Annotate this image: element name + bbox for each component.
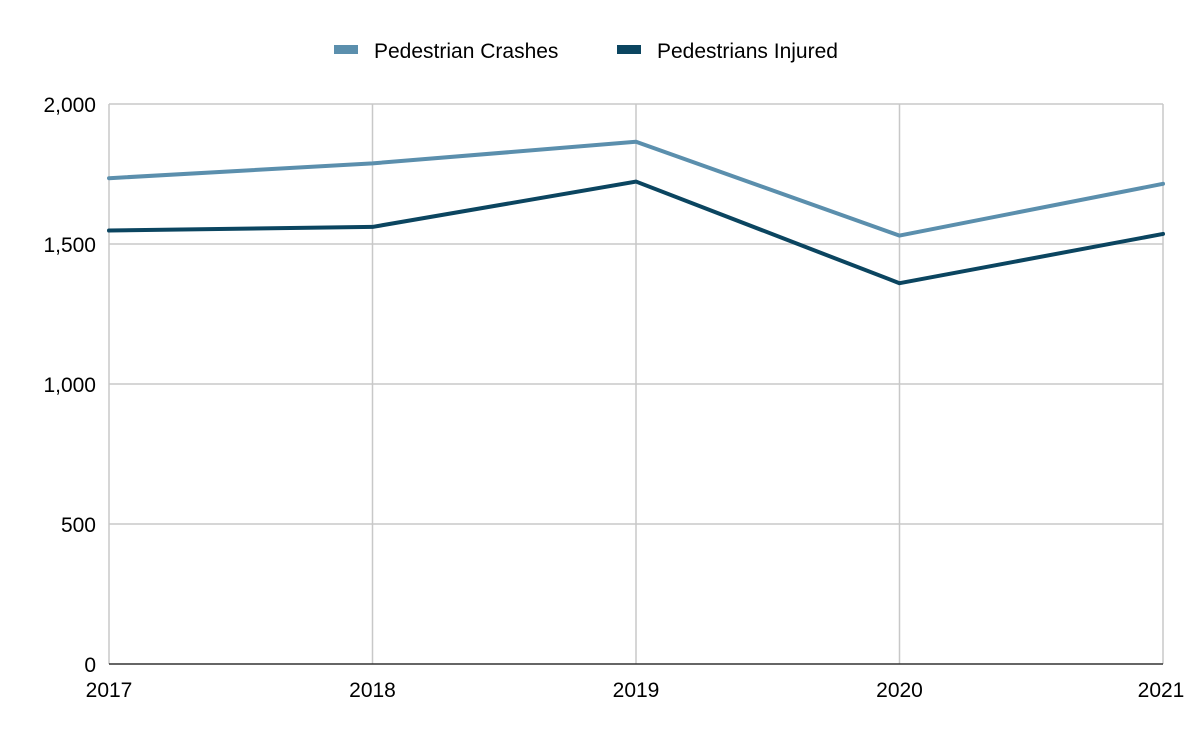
x-tick-label: 2020 [876,679,923,702]
legend-label-pedestrians-injured: Pedestrians Injured [657,40,838,63]
series-line-pedestrians-injured [107,179,1165,286]
y-tick-label: 0 [84,654,96,677]
legend: Pedestrian Crashes Pedestrians Injured [334,40,838,63]
x-tick-label: 2017 [86,679,133,702]
y-tick-label: 500 [61,514,96,537]
axes: 0 500 1,000 1,500 2,000 2017 2018 2019 2020 2021 [43,94,1184,702]
y-tick-label: 1,500 [43,234,96,257]
legend-swatch-pedestrians-injured [617,45,641,54]
x-tick-label: 2021 [1138,679,1185,702]
x-tick-label: 2018 [349,679,396,702]
series-lines [107,139,1165,286]
legend-label-pedestrian-crashes: Pedestrian Crashes [374,40,558,63]
y-tick-label: 1,000 [43,374,96,397]
grid-lines [108,103,1164,664]
series-line-pedestrian-crashes [107,139,1165,238]
x-tick-label: 2019 [613,679,660,702]
legend-swatch-pedestrian-crashes [334,45,358,54]
y-tick-label: 2,000 [43,94,96,117]
